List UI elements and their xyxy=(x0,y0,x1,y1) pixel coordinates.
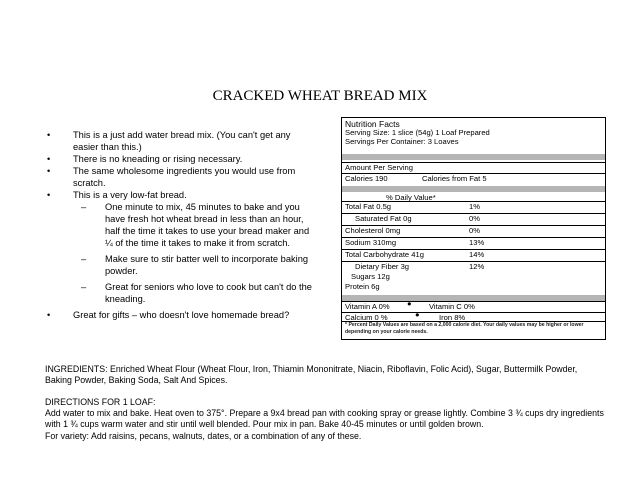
nutrition-facts-panel: Nutrition Facts Serving Size: 1 slice (5… xyxy=(341,117,606,340)
directions-heading: DIRECTIONS FOR 1 LOAF: xyxy=(45,397,156,407)
nutrient-row: Total Carbohydrate 41g 14% xyxy=(342,249,605,260)
bullet-icon: • xyxy=(47,154,51,164)
nutrition-heading: Nutrition Facts xyxy=(345,119,400,129)
nutrient-row: Total Fat 0.5g 1% xyxy=(342,201,605,212)
list-item: • There is no kneading or rising necessar… xyxy=(47,154,243,164)
divider xyxy=(342,154,605,160)
calories-row: Calories 190 Calories from Fat 5 xyxy=(342,173,605,184)
nutrient-row: Protein 6g xyxy=(345,282,380,291)
nutrient-row: Cholesterol 0mg 0% xyxy=(342,225,605,236)
nutrient-row: Sodium 310mg 13% xyxy=(342,237,605,248)
sub-list-item: – One minute to mix, 45 minutes to bake a… xyxy=(81,202,310,248)
ingredients: INGREDIENTS: Enriched Wheat Flour (Wheat… xyxy=(45,364,578,385)
list-item: • The same wholesome ingredients you woul… xyxy=(47,166,296,188)
amount-per-serving: Amount Per Serving xyxy=(342,162,605,173)
variety-note: For variety: Add raisins, pecans, walnut… xyxy=(45,431,362,441)
vitamins-row: Vitamin A 0% ● Vitamin C 0% xyxy=(342,299,605,312)
footnote: * Percent Daily Values are based on a 2,… xyxy=(342,321,605,336)
servings-per-container: Servings Per Container: 3 Loaves xyxy=(345,137,459,146)
daily-value-header: % Daily Value* xyxy=(386,193,436,202)
divider xyxy=(342,186,605,192)
bullet-icon: ● xyxy=(407,299,412,308)
bullet-icon: • xyxy=(47,190,51,200)
directions: Add water to mix and bake. Heat oven to … xyxy=(45,408,604,429)
nutrient-row: Sugars 12g xyxy=(351,272,390,281)
nutrient-row: Saturated Fat 0g 0% xyxy=(342,213,605,224)
list-item: • This is a very low-fat bread. xyxy=(47,190,187,200)
bullet-icon: ● xyxy=(415,310,420,319)
divider xyxy=(342,295,605,301)
page-title: CRACKED WHEAT BREAD MIX xyxy=(212,88,428,104)
serving-size: Serving Size: 1 slice (54g) 1 Loaf Prepa… xyxy=(345,128,490,137)
list-item: • Great for gifts – who doesn't love home… xyxy=(47,310,290,320)
bullet-icon: • xyxy=(47,310,51,320)
sub-list-item: – Great for seniors who love to cook but … xyxy=(81,282,312,304)
sub-list-item: – Make sure to stir batter well to incorp… xyxy=(81,254,309,276)
feature-list: • This is a just add water bread mix. (Yo… xyxy=(47,129,317,321)
bullet-icon: • xyxy=(47,166,51,176)
nutrient-row: Dietary Fiber 3g 12% xyxy=(342,261,605,272)
minerals-row: Calcium 0 % ● Iron 8% xyxy=(342,310,605,323)
list-item: • This is a just add water bread mix. (Yo… xyxy=(47,130,291,152)
bullet-icon: • xyxy=(47,130,51,140)
